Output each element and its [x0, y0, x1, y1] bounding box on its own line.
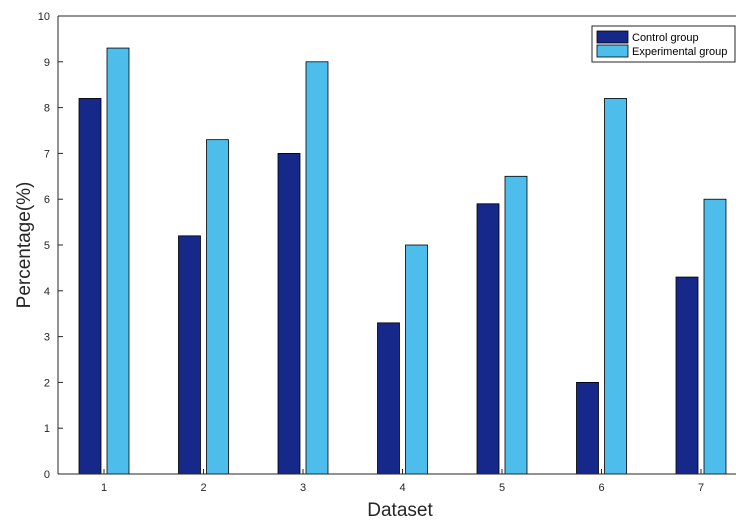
- x-tick-label: 3: [300, 482, 306, 494]
- bar-experimental-dataset-7: [703, 198, 727, 475]
- y-tick-label: 6: [44, 194, 50, 206]
- x-tick-label: 1: [101, 482, 107, 494]
- x-tick-label: 7: [698, 482, 704, 494]
- bar-control-dataset-3: [277, 152, 301, 475]
- x-axis-title: Dataset: [367, 500, 433, 521]
- y-tick-label: 10: [38, 11, 50, 23]
- legend: Control group Experimental group: [591, 25, 736, 63]
- legend-swatch-experimental: [596, 44, 629, 58]
- legend-label-control: Control group: [632, 32, 699, 44]
- x-ticks: 1 2 3 4 5 6 7: [101, 469, 704, 494]
- bar-control-dataset-2: [178, 235, 201, 475]
- bar-experimental-dataset-5: [504, 175, 528, 475]
- y-tick-label: 7: [44, 148, 50, 160]
- y-ticks: 0 1 2 3 4 5 6 7 8 9 10: [38, 11, 63, 481]
- bar-control-dataset-1: [78, 98, 102, 475]
- bar-experimental-dataset-3: [305, 61, 329, 475]
- y-tick-label: 4: [44, 286, 50, 298]
- bar-control-dataset-4: [377, 322, 400, 475]
- y-tick-label: 3: [44, 332, 50, 344]
- bar-control-dataset-6: [576, 381, 599, 475]
- x-tick-label: 2: [200, 482, 206, 494]
- y-tick-label: 5: [44, 240, 50, 252]
- bar-experimental-dataset-2: [206, 139, 229, 475]
- y-tick-label: 2: [44, 377, 50, 389]
- bars-layer: [78, 47, 727, 475]
- y-tick-label: 9: [44, 57, 50, 69]
- legend-label-experimental: Experimental group: [632, 46, 727, 58]
- legend-swatch-control: [596, 30, 629, 44]
- bar-experimental-dataset-4: [405, 244, 428, 475]
- x-tick-label: 5: [499, 482, 505, 494]
- y-axis-title: Percentage(%): [14, 182, 35, 309]
- bar-experimental-dataset-1: [106, 47, 130, 475]
- bar-control-dataset-7: [675, 276, 699, 475]
- bar-control-dataset-5: [476, 203, 500, 475]
- y-tick-label: 8: [44, 103, 50, 115]
- bar-experimental-dataset-6: [604, 98, 627, 475]
- x-tick-label: 4: [399, 482, 405, 494]
- y-tick-label: 1: [44, 423, 50, 435]
- x-tick-label: 6: [598, 482, 604, 494]
- y-tick-label: 0: [44, 469, 50, 481]
